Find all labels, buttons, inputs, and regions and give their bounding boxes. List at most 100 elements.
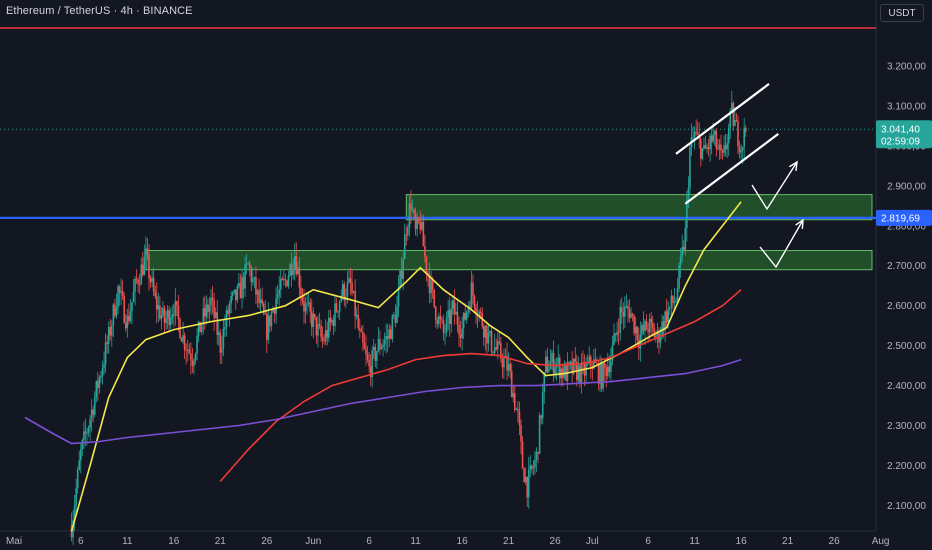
currency-button[interactable]: USDT: [880, 4, 924, 22]
candle: [148, 254, 150, 279]
candle: [359, 328, 361, 331]
candle: [332, 319, 335, 327]
candle: [142, 264, 144, 276]
y-tick-label: 2.900,00: [887, 181, 926, 192]
candle: [571, 361, 573, 374]
candle: [157, 305, 160, 310]
candle: [709, 135, 711, 150]
candle: [493, 347, 496, 353]
candle: [689, 147, 691, 189]
x-tick-label: 26: [829, 536, 841, 547]
candle: [247, 263, 249, 265]
candle: [738, 146, 741, 153]
x-tick-label: 26: [550, 536, 562, 547]
candle: [489, 331, 491, 334]
candle: [75, 488, 77, 506]
x-tick-label: 16: [168, 536, 180, 547]
candle: [204, 308, 206, 317]
chart-title[interactable]: Ethereum / TetherUS · 4h · BINANCE: [6, 5, 193, 17]
candle: [667, 308, 670, 323]
candle: [456, 311, 459, 325]
candle: [346, 282, 349, 297]
candle: [670, 295, 673, 307]
candle: [458, 324, 460, 335]
candle: [596, 362, 598, 364]
candle: [448, 310, 451, 324]
candle: [334, 303, 336, 327]
candle: [495, 347, 497, 350]
candle: [439, 315, 442, 320]
candle: [137, 280, 139, 285]
x-tick-label: 21: [215, 536, 227, 547]
candle: [675, 300, 677, 302]
candle: [442, 320, 445, 333]
candle: [478, 311, 480, 316]
candle: [684, 227, 687, 251]
sr-zone-1: [405, 194, 873, 221]
candle: [283, 278, 285, 280]
candle: [665, 311, 668, 323]
candle: [86, 432, 88, 434]
candle: [360, 330, 363, 333]
scenario-arrow-1: [751, 161, 798, 211]
candle: [286, 280, 288, 287]
candle: [152, 277, 155, 292]
candle: [512, 393, 515, 398]
candle: [154, 291, 156, 297]
candle: [315, 317, 318, 336]
candle: [459, 334, 462, 339]
candle: [405, 234, 408, 236]
candle: [610, 360, 612, 372]
candle: [686, 198, 688, 228]
candle: [386, 335, 389, 339]
candle: [579, 365, 581, 383]
candle: [631, 313, 634, 316]
candle: [186, 349, 189, 351]
candle: [320, 326, 322, 337]
candle: [255, 277, 257, 295]
candle: [276, 294, 279, 299]
candle: [245, 263, 248, 265]
candle: [743, 127, 745, 147]
candle: [453, 300, 456, 315]
candle: [216, 312, 218, 335]
candle: [425, 256, 428, 273]
y-tick-label: 2.700,00: [887, 261, 926, 272]
ema-slow-line: [24, 358, 742, 445]
candle: [500, 343, 502, 359]
candle: [501, 358, 504, 368]
candle: [138, 284, 141, 286]
candle: [588, 356, 590, 363]
candle: [498, 341, 501, 344]
candle: [351, 282, 353, 293]
candle: [541, 392, 544, 419]
candle: [101, 368, 104, 377]
candle: [568, 362, 570, 364]
candle: [653, 327, 656, 338]
candle: [548, 369, 550, 372]
candle: [672, 295, 674, 304]
candle: [662, 321, 665, 331]
candle: [462, 312, 465, 329]
level-price-label: 2.819,69: [881, 213, 920, 224]
candle: [256, 290, 259, 295]
candle: [227, 310, 229, 314]
candle: [348, 278, 350, 283]
candle: [329, 317, 332, 323]
candle: [273, 308, 276, 314]
candle: [599, 363, 601, 384]
candle: [479, 311, 482, 313]
candle: [523, 468, 525, 483]
candle: [132, 291, 135, 302]
candle: [173, 314, 175, 316]
candle: [413, 209, 415, 214]
candle: [682, 247, 685, 251]
candle: [269, 315, 271, 327]
candle: [250, 268, 253, 283]
candle: [585, 364, 587, 376]
candle: [131, 301, 133, 312]
candle: [236, 286, 239, 301]
candle: [354, 291, 356, 317]
candle: [403, 234, 406, 260]
